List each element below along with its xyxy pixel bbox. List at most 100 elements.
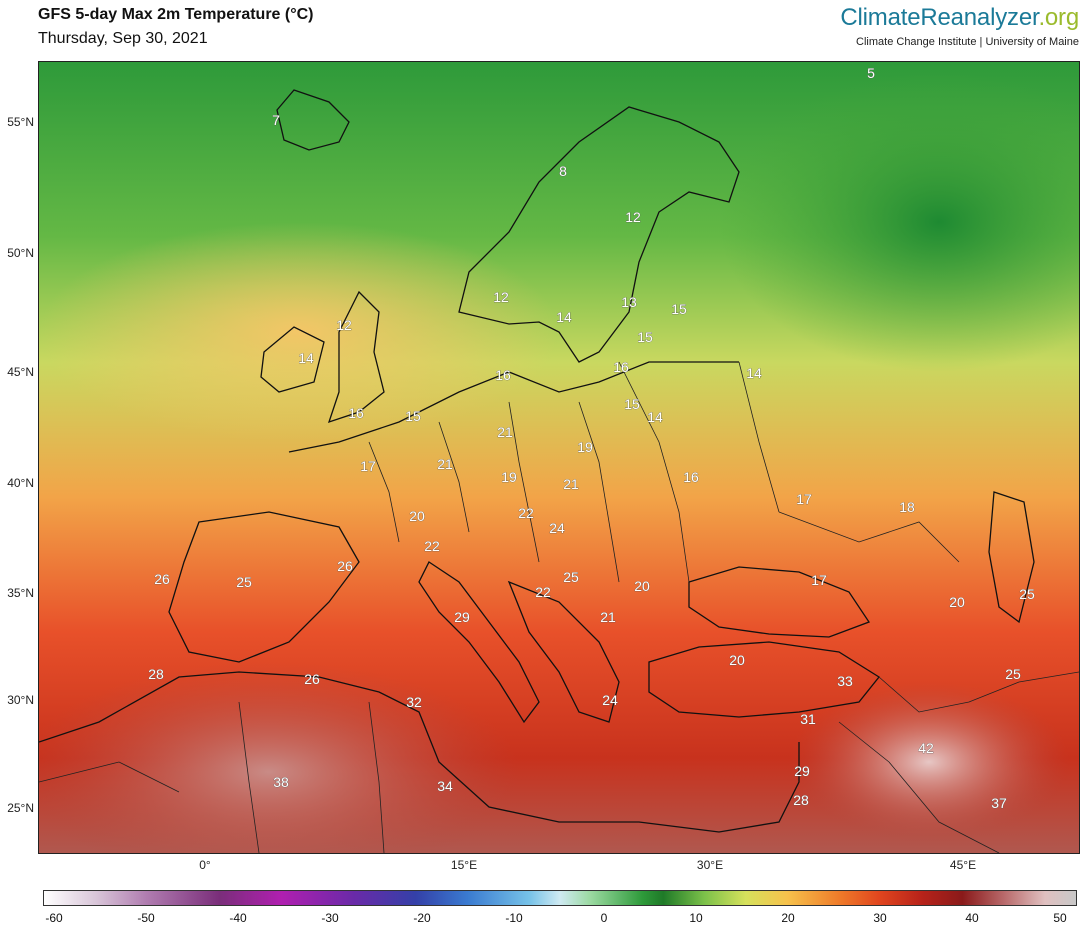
arabia-hot-zone <box>789 682 1069 842</box>
temperature-label: 14 <box>647 409 663 425</box>
border-7 <box>778 511 960 563</box>
temperature-label: 22 <box>424 538 440 554</box>
colorbar-tick-minus20: -20 <box>413 911 431 925</box>
temperature-colorbar <box>43 890 1077 906</box>
lat-label-50: 50°N <box>7 246 34 260</box>
russia-cool-zone <box>719 72 1079 372</box>
lon-label-30e: 30°E <box>696 858 724 872</box>
temperature-label: 12 <box>625 209 641 225</box>
temperature-label: 17 <box>360 458 376 474</box>
temperature-label: 26 <box>337 558 353 574</box>
turkey-outline <box>648 641 880 718</box>
border-10 <box>238 701 260 853</box>
lat-label-25: 25°N <box>7 801 34 815</box>
temperature-label: 24 <box>602 692 618 708</box>
colorbar-tick-40: 40 <box>965 911 979 925</box>
temperature-label: 17 <box>811 572 827 588</box>
colorbar-tick-minus30: -30 <box>321 911 339 925</box>
brand-part-climate: Climate <box>840 4 921 31</box>
map-date: Thursday, Sep 30, 2021 <box>38 30 208 47</box>
temperature-label: 14 <box>746 365 762 381</box>
temperature-label: 33 <box>837 673 853 689</box>
temperature-label: 26 <box>304 671 320 687</box>
colorbar-tick-30: 30 <box>873 911 887 925</box>
temperature-label: 16 <box>613 359 629 375</box>
temperature-label: 20 <box>729 652 745 668</box>
map-canvas: 5 7 8 12 12 13 15 12 14 15 14 16 16 14 16 15 15 14 21 19 17 2… <box>39 65 1079 853</box>
border-5 <box>618 361 690 583</box>
colorbar-tick-50: 50 <box>1053 911 1067 925</box>
temperature-label: 26 <box>154 571 170 587</box>
great-britain-outline <box>327 290 385 424</box>
border-11 <box>368 701 385 853</box>
temperature-label: 17 <box>796 491 812 507</box>
border-12 <box>39 761 180 793</box>
temperature-label: 19 <box>577 439 593 455</box>
temperature-label: 16 <box>683 469 699 485</box>
temperature-label: 22 <box>535 584 551 600</box>
temperature-label: 21 <box>600 609 616 625</box>
colorbar-tick-minus40: -40 <box>229 911 247 925</box>
border-6 <box>738 361 780 513</box>
map-title: GFS 5-day Max 2m Temperature (°C) <box>38 6 314 23</box>
border-2 <box>438 421 470 533</box>
lon-label-45e: 45°E <box>949 858 977 872</box>
temperature-label: 38 <box>273 774 289 790</box>
colorbar-tick-minus10: -10 <box>505 911 523 925</box>
temperature-label: 5 <box>867 65 875 81</box>
atlantic-mild-zone <box>39 222 559 442</box>
coastlines <box>39 89 1035 833</box>
temperature-label: 32 <box>406 694 422 710</box>
temperature-map[interactable]: 5 7 8 12 12 13 15 12 14 15 14 16 16 14 16 15 15 14 21 19 17 2… <box>38 61 1080 854</box>
colorbar-tick-20: 20 <box>781 911 795 925</box>
colorbar-tick-10: 10 <box>689 911 703 925</box>
lat-label-45: 45°N <box>7 365 34 379</box>
iceland-outline <box>276 89 350 151</box>
temperature-label: 7 <box>272 112 280 128</box>
north-africa-coast <box>39 671 800 833</box>
colorbar-tick-0: 0 <box>600 911 608 925</box>
temperature-label: 16 <box>495 367 511 383</box>
temperature-label: 25 <box>563 569 579 585</box>
border-4 <box>578 401 620 583</box>
temperature-label: 20 <box>409 508 425 524</box>
temperature-label: 18 <box>899 499 915 515</box>
sahara-hot-zone <box>39 662 519 853</box>
temperature-label: 19 <box>501 469 517 485</box>
temperature-label: 14 <box>298 350 314 366</box>
colorbar-tick-minus60: -60 <box>45 911 63 925</box>
temperature-label: 28 <box>148 666 164 682</box>
temperature-label: 24 <box>549 520 565 536</box>
temperature-label: 12 <box>336 317 352 333</box>
temperature-label: 34 <box>437 778 453 794</box>
temperature-label: 42 <box>918 740 934 756</box>
temperature-label: 15 <box>624 396 640 412</box>
lon-label-15e: 15°E <box>450 858 478 872</box>
temperature-label: 15 <box>671 301 687 317</box>
temperature-label: 29 <box>454 609 470 625</box>
temperature-label: 28 <box>793 792 809 808</box>
brand-subtitle: Climate Change Institute | University of… <box>856 36 1079 48</box>
iberia-outline <box>168 511 360 663</box>
brand-logo[interactable]: ClimateReanalyzer.org <box>840 4 1079 32</box>
black-sea-outline <box>688 566 870 638</box>
brand-part-org: .org <box>1038 4 1079 31</box>
temperature-label: 16 <box>348 405 364 421</box>
scandinavia-outline <box>458 106 740 363</box>
ireland-outline <box>260 326 325 393</box>
border-8 <box>878 671 1079 713</box>
temperature-label: 13 <box>621 294 637 310</box>
border-9 <box>838 721 1000 853</box>
temperature-label: 8 <box>559 163 567 179</box>
colorbar-tick-minus50: -50 <box>137 911 155 925</box>
north-coast <box>288 361 739 453</box>
temperature-label: 21 <box>563 476 579 492</box>
lat-label-40: 40°N <box>7 476 34 490</box>
temperature-label: 20 <box>949 594 965 610</box>
temperature-label: 37 <box>991 795 1007 811</box>
temperature-label: 15 <box>637 329 653 345</box>
temperature-labels: 5 7 8 12 12 13 15 12 14 15 14 16 16 14 16 15 15 14 21 19 17 2… <box>148 65 1035 812</box>
temperature-label: 25 <box>236 574 252 590</box>
lat-label-30: 30°N <box>7 693 34 707</box>
temperature-label: 22 <box>518 505 534 521</box>
